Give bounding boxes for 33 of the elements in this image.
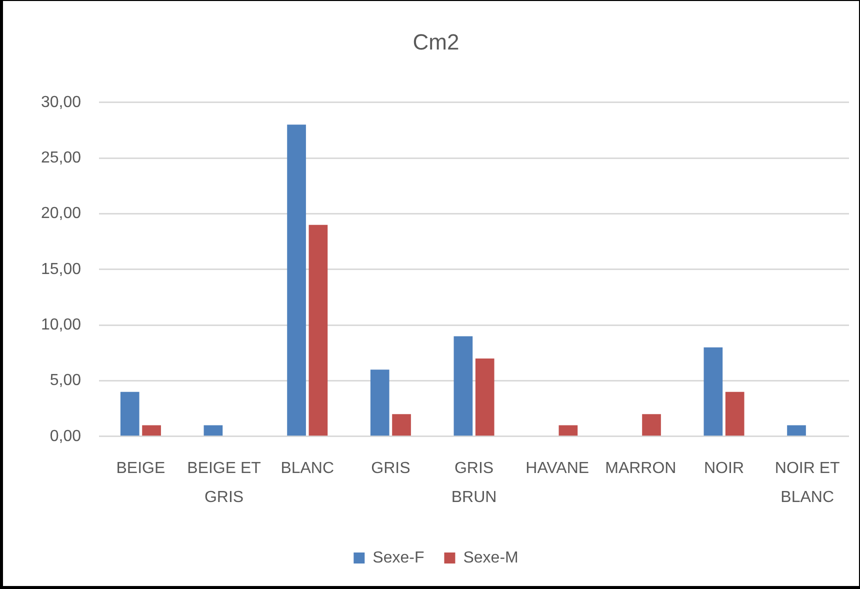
x-tick-label: BEIGE — [116, 460, 166, 478]
x-tick-label: HAVANE — [526, 460, 590, 478]
y-tick-label: 0,00 — [50, 428, 82, 445]
bar — [475, 358, 494, 436]
bar — [642, 414, 661, 436]
x-tick-label: NOIR — [704, 460, 744, 478]
y-tick-label: 30,00 — [40, 94, 82, 111]
x-tick-label: GRIS — [371, 460, 410, 478]
bar — [287, 124, 306, 436]
y-tick-label: 20,00 — [40, 205, 82, 222]
bar — [787, 425, 806, 436]
bar — [204, 425, 223, 436]
bar — [142, 425, 161, 436]
bar — [454, 336, 473, 436]
x-tick-label: BLANC — [280, 460, 334, 478]
bar — [558, 425, 578, 436]
chart-title: Cm2 — [412, 29, 460, 54]
bar — [704, 347, 723, 436]
x-tick-label: BEIGE ET GRIS — [187, 460, 262, 506]
bar — [392, 414, 411, 436]
y-tick-label: 10,00 — [40, 316, 82, 334]
bar — [370, 370, 390, 436]
y-tick-label: 15,00 — [40, 260, 82, 278]
y-tick-label: 5,00 — [50, 372, 82, 390]
x-tick-label: MARRON — [605, 460, 676, 478]
bar — [120, 392, 140, 436]
bar — [725, 392, 744, 436]
y-tick-label: 25,00 — [40, 149, 82, 166]
bar — [308, 224, 328, 436]
legend-label: Sexe-M — [463, 549, 518, 566]
legend-label: Sexe-F — [372, 549, 424, 566]
x-tick-label: NOIR ET BLANC — [774, 460, 840, 506]
x-tick-label: GRIS BRUN — [451, 460, 497, 506]
